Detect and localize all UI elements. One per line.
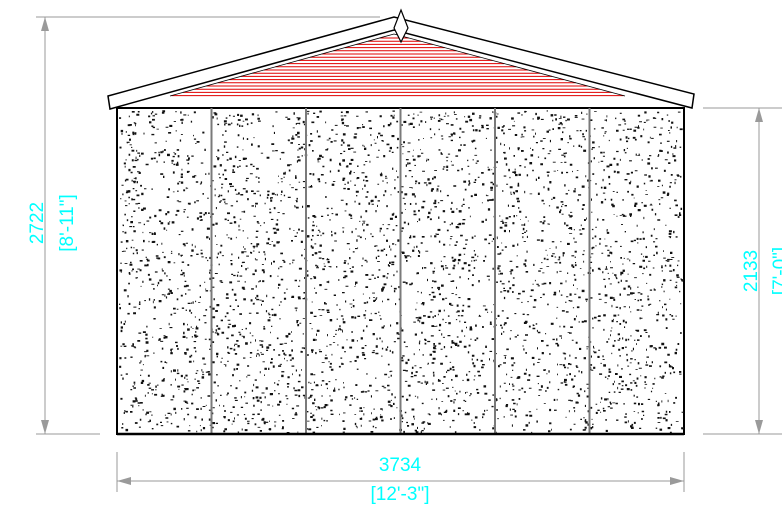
wall-panel-joints xyxy=(210,108,591,434)
roof-fascia xyxy=(107,16,695,110)
overall-height-imperial: [8'-11"] xyxy=(57,194,78,252)
gable-outline xyxy=(169,33,626,97)
dimension-width: 3734 [12'-3"] xyxy=(116,452,685,505)
speckle-dots xyxy=(119,110,685,434)
dimension-wall-height: 2133 [7'-0"] xyxy=(703,107,782,435)
width-imperial: [12'-3"] xyxy=(371,484,430,505)
overall-height-value: 2722 xyxy=(27,202,48,244)
wall-height-value: 2133 xyxy=(741,250,762,292)
wall-height-imperial: [7'-0"] xyxy=(770,247,782,295)
dimension-overall-height: 2722 [8'-11"] xyxy=(27,16,380,435)
roof-finial xyxy=(393,8,409,44)
speckle-texture xyxy=(119,110,685,434)
width-value: 3734 xyxy=(379,455,422,476)
gable-stripe-hatching xyxy=(171,37,624,97)
